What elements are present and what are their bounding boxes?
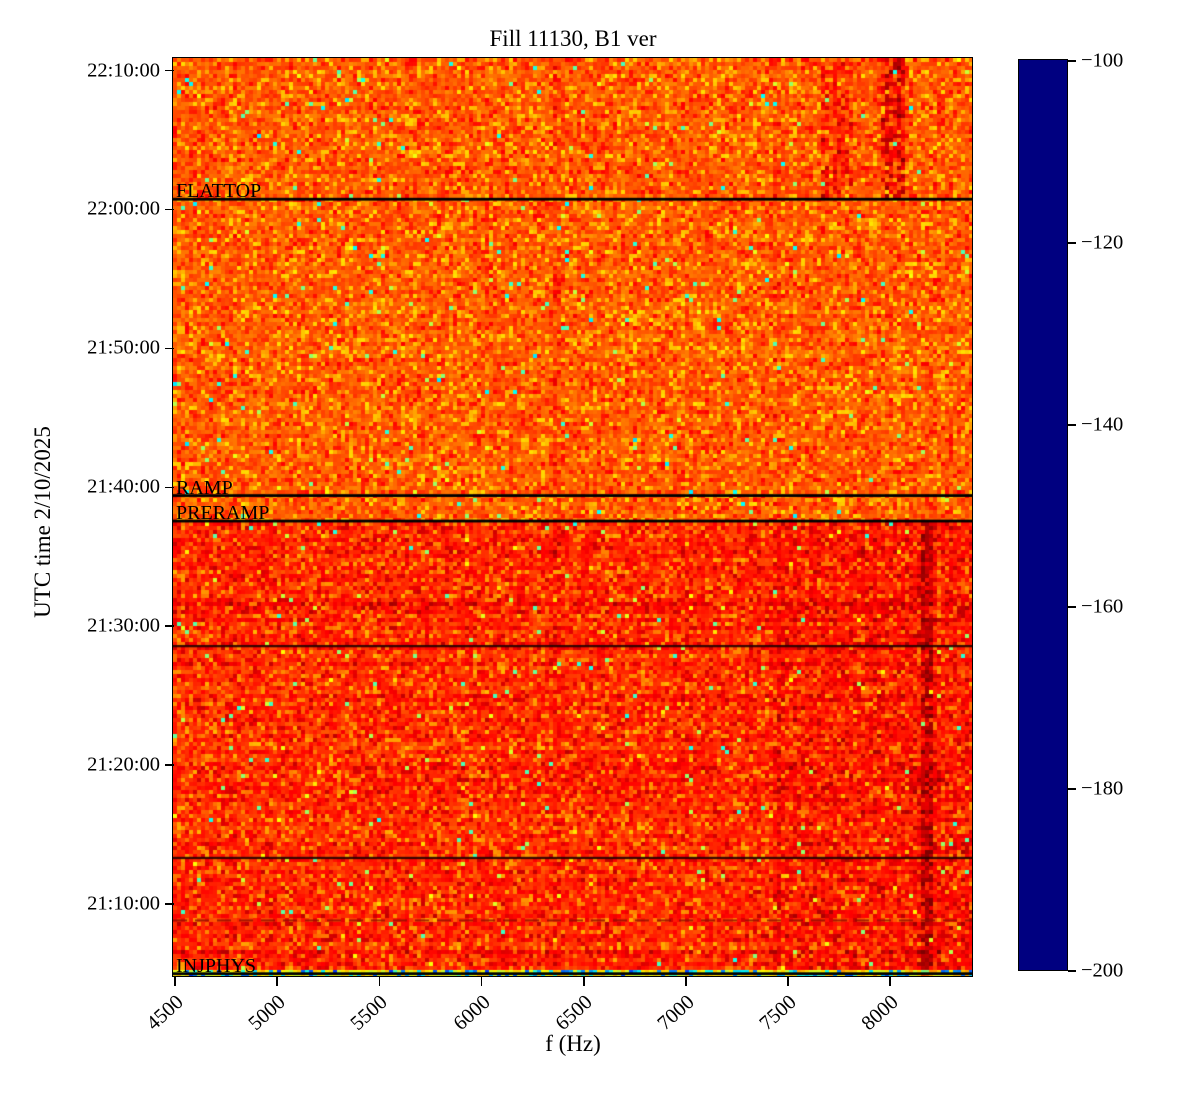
- colorbar: [1018, 59, 1069, 972]
- x-tick-label: 6500: [551, 991, 597, 1035]
- x-axis-label: f (Hz): [545, 1031, 601, 1056]
- colorbar-tick-label: −140: [1081, 413, 1124, 436]
- colorbar-tickmark: [1068, 606, 1076, 608]
- x-tick-label: 5000: [244, 991, 290, 1035]
- x-tickmark: [787, 977, 789, 986]
- y-tickmark: [165, 903, 174, 905]
- colorbar-tick-label: −160: [1081, 595, 1124, 618]
- y-tickmark: [165, 625, 174, 628]
- y-tick-label: 21:50:00: [87, 336, 160, 359]
- beam-mode-label-flattop: FLATTOP: [176, 180, 262, 203]
- y-tickmark: [165, 764, 174, 766]
- x-tick-label: 5500: [346, 991, 393, 1035]
- colorbar-tick-label: −120: [1081, 231, 1124, 254]
- plot-frame: [172, 57, 974, 978]
- x-tick-label: 8000: [857, 991, 903, 1035]
- colorbar-tickmark: [1068, 60, 1076, 62]
- y-tick-label: 21:30:00: [87, 614, 160, 637]
- y-tickmark: [165, 208, 174, 211]
- x-tickmark: [378, 977, 381, 986]
- y-axis-label: UTC time 2/10/2025: [30, 426, 55, 618]
- x-tickmark: [276, 977, 278, 986]
- beam-mode-label-preramp: PRERAMP: [176, 502, 270, 525]
- y-tick-label: 21:20:00: [87, 753, 160, 776]
- colorbar-tick-label: −100: [1081, 49, 1124, 72]
- spectrogram-canvas: [173, 58, 973, 977]
- beam-mode-label-injphys: INJPHYS: [176, 954, 257, 977]
- y-tick-label: 22:00:00: [87, 197, 160, 220]
- beam-mode-label-ramp: RAMP: [176, 476, 233, 499]
- x-tick-label: 7000: [653, 991, 699, 1035]
- x-tickmark: [174, 977, 176, 986]
- x-tickmark: [889, 977, 892, 986]
- y-tick-label: 21:40:00: [87, 475, 160, 498]
- colorbar-tickmark: [1068, 242, 1076, 244]
- y-tick-label: 22:10:00: [87, 59, 160, 82]
- x-tick-label: 7500: [755, 991, 801, 1035]
- plot-title: Fill 11130, B1 ver: [489, 26, 657, 51]
- y-tickmark: [165, 486, 174, 489]
- x-tick-label: 6000: [449, 991, 495, 1035]
- colorbar-tick-label: −180: [1081, 777, 1124, 800]
- colorbar-tickmark: [1068, 970, 1076, 972]
- x-tickmark: [480, 977, 483, 986]
- x-tickmark: [582, 977, 585, 986]
- colorbar-tickmark: [1068, 424, 1076, 426]
- y-tickmark: [165, 69, 174, 72]
- colorbar-tick-label: −200: [1081, 959, 1124, 982]
- x-tick-label: 4500: [142, 991, 188, 1035]
- x-tickmark: [685, 977, 687, 986]
- y-tickmark: [165, 347, 174, 350]
- y-tick-label: 21:10:00: [87, 892, 160, 915]
- colorbar-tickmark: [1068, 788, 1076, 790]
